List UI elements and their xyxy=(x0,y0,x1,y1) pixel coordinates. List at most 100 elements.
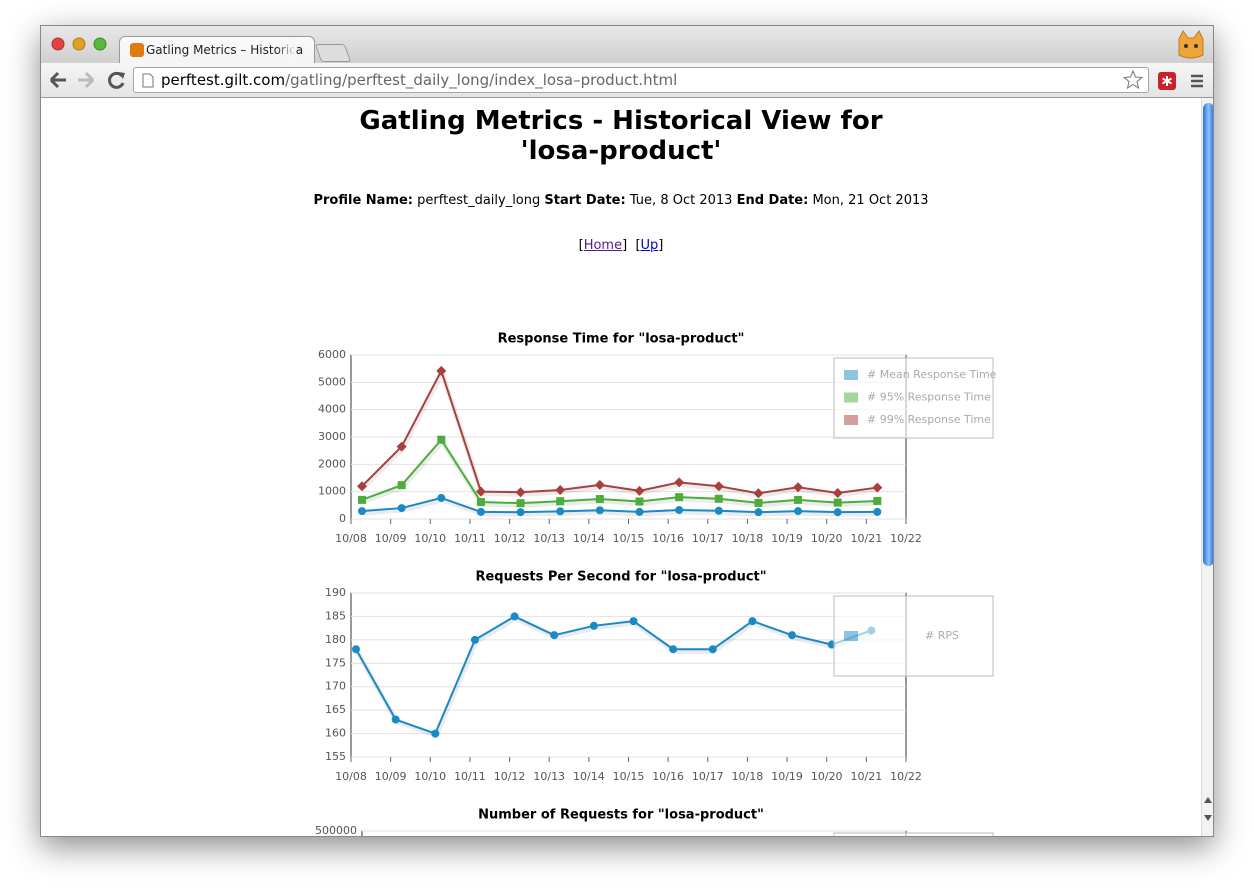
x-tick-label: 10/08 xyxy=(335,770,367,783)
profile-avatar[interactable] xyxy=(1175,29,1207,61)
point xyxy=(714,494,723,503)
x-tick-label: 10/08 xyxy=(335,532,367,545)
y-tick-label: 4000 xyxy=(318,403,346,416)
scroll-arrows[interactable] xyxy=(1202,794,1214,824)
profile-value: Mon, 21 Oct 2013 xyxy=(812,193,929,208)
profile-value: perftest_daily_long xyxy=(417,193,541,208)
forward-button[interactable] xyxy=(78,71,95,89)
back-button[interactable] xyxy=(49,71,66,89)
home-link[interactable]: Home xyxy=(583,238,623,253)
point xyxy=(675,505,684,514)
point xyxy=(595,495,604,504)
extension-icon[interactable] xyxy=(1157,71,1177,91)
series-line xyxy=(355,615,872,735)
x-tick-label: 10/15 xyxy=(613,532,645,545)
point xyxy=(793,482,804,493)
page-content: Gatling Metrics - Historical View for 'l… xyxy=(41,98,1201,837)
x-tick-label: 10/20 xyxy=(811,532,843,545)
point xyxy=(358,507,366,516)
point xyxy=(714,506,723,515)
legend-label: # 99% Response Time xyxy=(867,413,991,426)
chart-title: Response Time for "losa-product" xyxy=(498,332,745,347)
nav-links: [Home] [Up] xyxy=(41,238,1201,253)
point xyxy=(589,621,598,630)
legend-swatch xyxy=(844,370,858,380)
minimize-button[interactable] xyxy=(72,37,86,51)
profile-label: End Date: xyxy=(736,193,809,208)
y-tick-label: 3000 xyxy=(318,430,346,443)
plot-frame xyxy=(361,830,907,836)
x-tick-label: 10/16 xyxy=(652,532,684,545)
legend-label: # RPS xyxy=(925,629,959,642)
x-tick-label: 10/10 xyxy=(414,532,446,545)
scrollbar[interactable] xyxy=(1201,98,1214,836)
window-controls xyxy=(51,37,107,51)
scroll-thumb[interactable] xyxy=(1203,103,1213,566)
point xyxy=(475,486,486,497)
point xyxy=(556,497,565,506)
point xyxy=(872,482,883,493)
y-tick-label: 1000 xyxy=(318,485,346,498)
series-shadow xyxy=(354,615,874,739)
legend-box xyxy=(833,832,994,836)
up-link[interactable]: Up xyxy=(640,238,659,253)
x-tick-label: 10/11 xyxy=(454,532,486,545)
x-tick-label: 10/15 xyxy=(613,770,645,783)
y-tick-label: 180 xyxy=(325,633,346,646)
point xyxy=(437,493,446,502)
series-line xyxy=(361,496,878,514)
point xyxy=(634,485,645,496)
bracket: [ xyxy=(635,238,641,253)
x-tick-label: 10/17 xyxy=(692,532,724,545)
y-tick-label: 500000 xyxy=(315,824,357,837)
x-tick-label: 10/13 xyxy=(533,532,565,545)
point xyxy=(515,487,526,498)
legend-swatch xyxy=(844,415,858,425)
profile-label: Start Date: xyxy=(544,193,626,208)
point xyxy=(476,507,485,516)
point xyxy=(713,481,724,492)
point xyxy=(635,507,644,516)
x-tick-label: 10/18 xyxy=(732,532,764,545)
legend-box xyxy=(833,595,994,677)
y-tick-label: 6000 xyxy=(318,348,346,361)
point xyxy=(437,435,446,444)
point xyxy=(516,508,525,517)
charts: Response Time for "losa-product" 0 1000 200… xyxy=(315,332,997,837)
y-tick-label: 155 xyxy=(325,750,346,763)
address-bar[interactable]: perftest.gilt.com/gatling/perftest_daily… xyxy=(133,67,1149,93)
x-tick-label: 10/20 xyxy=(811,770,843,783)
x-tick-label: 10/09 xyxy=(375,532,407,545)
profile-label: Profile Name: xyxy=(313,193,414,208)
point xyxy=(594,479,605,490)
point xyxy=(431,729,440,738)
point xyxy=(358,495,366,504)
x-tick-label: 10/14 xyxy=(573,532,605,545)
x-tick-label: 10/12 xyxy=(494,532,526,545)
url-host: perftest.gilt.com xyxy=(161,71,286,89)
zoom-button[interactable] xyxy=(93,37,107,51)
y-tick-label: 0 xyxy=(339,512,346,525)
menu-button[interactable] xyxy=(1189,73,1205,89)
tab[interactable]: Gatling Metrics – Historica xyxy=(119,36,315,64)
y-tick-label: 190 xyxy=(325,586,346,599)
point xyxy=(516,499,525,508)
bookmark-star[interactable] xyxy=(1123,70,1143,90)
point xyxy=(470,635,479,644)
point xyxy=(832,488,843,499)
profile-line: Profile Name: perftest_daily_long Start … xyxy=(41,193,1201,208)
point xyxy=(555,485,566,496)
legend-swatch xyxy=(844,631,858,641)
close-button[interactable] xyxy=(51,37,65,51)
x-tick-label: 10/18 xyxy=(732,770,764,783)
bracket: [ xyxy=(578,238,584,253)
toolbar: perftest.gilt.com/gatling/perftest_daily… xyxy=(41,63,1213,98)
point xyxy=(397,504,406,513)
chart-title: Number of Requests for "losa-product" xyxy=(478,808,764,823)
legend-box xyxy=(833,357,994,439)
new-tab-button[interactable] xyxy=(314,44,352,62)
reload-button[interactable] xyxy=(108,71,125,89)
x-tick-label: 10/09 xyxy=(375,770,407,783)
tab-title: Gatling Metrics – Historica xyxy=(146,43,304,57)
